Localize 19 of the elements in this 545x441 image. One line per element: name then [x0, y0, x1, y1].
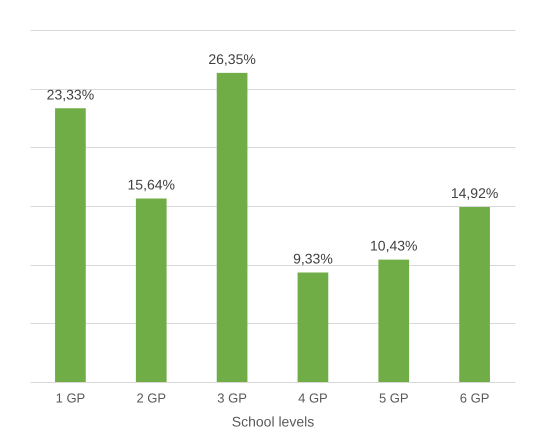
data-label: 26,35% [208, 50, 256, 67]
data-label: 9,33% [293, 250, 333, 267]
bar [216, 72, 248, 382]
data-label: 14,92% [450, 184, 498, 201]
x-tick-label: 3 GP [217, 390, 247, 406]
data-label: 10,43% [370, 238, 418, 254]
x-tick-label: 1 GP [56, 390, 86, 406]
bar [298, 272, 328, 382]
x-tick-label: 2 GP [136, 390, 166, 406]
bar [55, 108, 86, 382]
data-label: 23,33% [46, 86, 94, 102]
bar [136, 198, 167, 382]
x-tick-label: 5 GP [378, 390, 409, 406]
x-axis-title: School levels [232, 414, 314, 430]
x-tick-label: 4 GP [298, 390, 328, 406]
bar [378, 260, 410, 382]
bar [459, 206, 490, 382]
data-label: 15,64% [128, 176, 175, 192]
x-tick-label: 6 GP [460, 390, 490, 406]
